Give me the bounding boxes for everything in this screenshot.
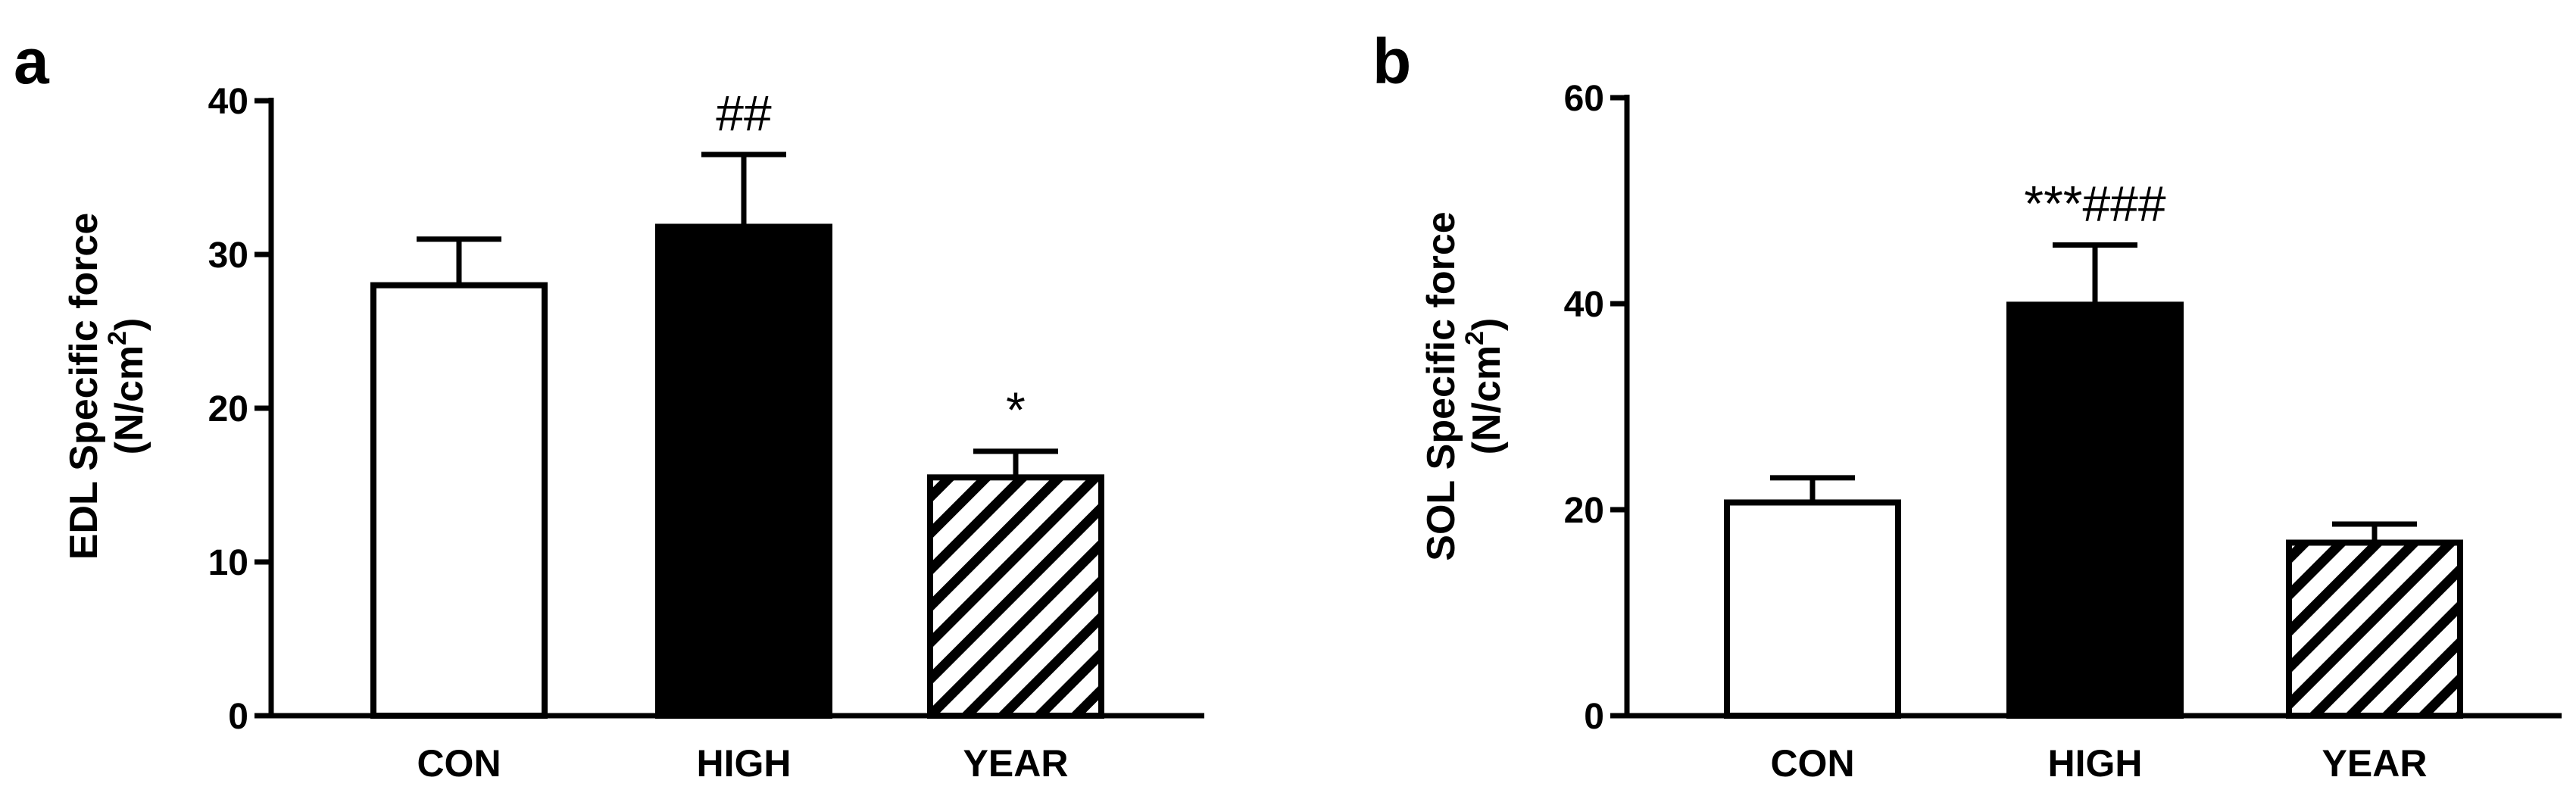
bar-high — [655, 223, 832, 719]
y-tick-label: 40 — [1564, 285, 1604, 325]
bar-con — [1724, 499, 1901, 719]
plot-area: 0 10 20 30 40 CON HIGH ## YEAR * — [208, 82, 1204, 785]
bar-year — [927, 474, 1104, 719]
y-axis-title-line2: (N/cm2) — [1460, 318, 1509, 455]
y-tick-label: 30 — [208, 236, 248, 276]
panel-b: b SOL Specific force (N/cm2) 0 20 40 60 CON H… — [1372, 26, 2562, 785]
significance-label: ***### — [2024, 175, 2165, 231]
y-tick-label: 40 — [208, 82, 248, 122]
x-tick-label: CON — [417, 742, 501, 785]
bar-con — [370, 282, 548, 719]
x-tick-label: YEAR — [2322, 742, 2428, 785]
x-tick-label: HIGH — [2048, 742, 2143, 785]
x-tick-label: CON — [1770, 742, 1854, 785]
y-tick-label: 0 — [228, 697, 248, 737]
plot-area: 0 20 40 60 CON HIGH ***### YEAR — [1564, 79, 2562, 785]
y-tick-label: 0 — [1584, 697, 1604, 737]
panel-letter: a — [14, 26, 50, 97]
bar-year — [2286, 539, 2463, 719]
bar-high — [2006, 301, 2184, 719]
y-tick-label: 10 — [208, 543, 248, 583]
significance-label: * — [1006, 382, 1026, 438]
y-axis-title-line2: (N/cm2) — [103, 318, 151, 455]
y-axis-title-line1: EDL Specific force — [62, 213, 106, 560]
significance-label: ## — [716, 85, 772, 141]
y-axis-title: EDL Specific force (N/cm2) — [62, 213, 151, 560]
y-axis-title-line1: SOL Specific force — [1419, 211, 1463, 560]
panel-letter: b — [1372, 26, 1411, 97]
y-tick-label: 20 — [208, 389, 248, 429]
y-tick-label: 20 — [1564, 491, 1604, 531]
y-tick-label: 60 — [1564, 79, 1604, 119]
y-axis-title: SOL Specific force (N/cm2) — [1419, 211, 1509, 560]
panel-a: a EDL Specific force (N/cm2) 0 10 20 30 40 CO… — [14, 26, 1204, 785]
x-tick-label: YEAR — [963, 742, 1069, 785]
x-tick-label: HIGH — [697, 742, 792, 785]
